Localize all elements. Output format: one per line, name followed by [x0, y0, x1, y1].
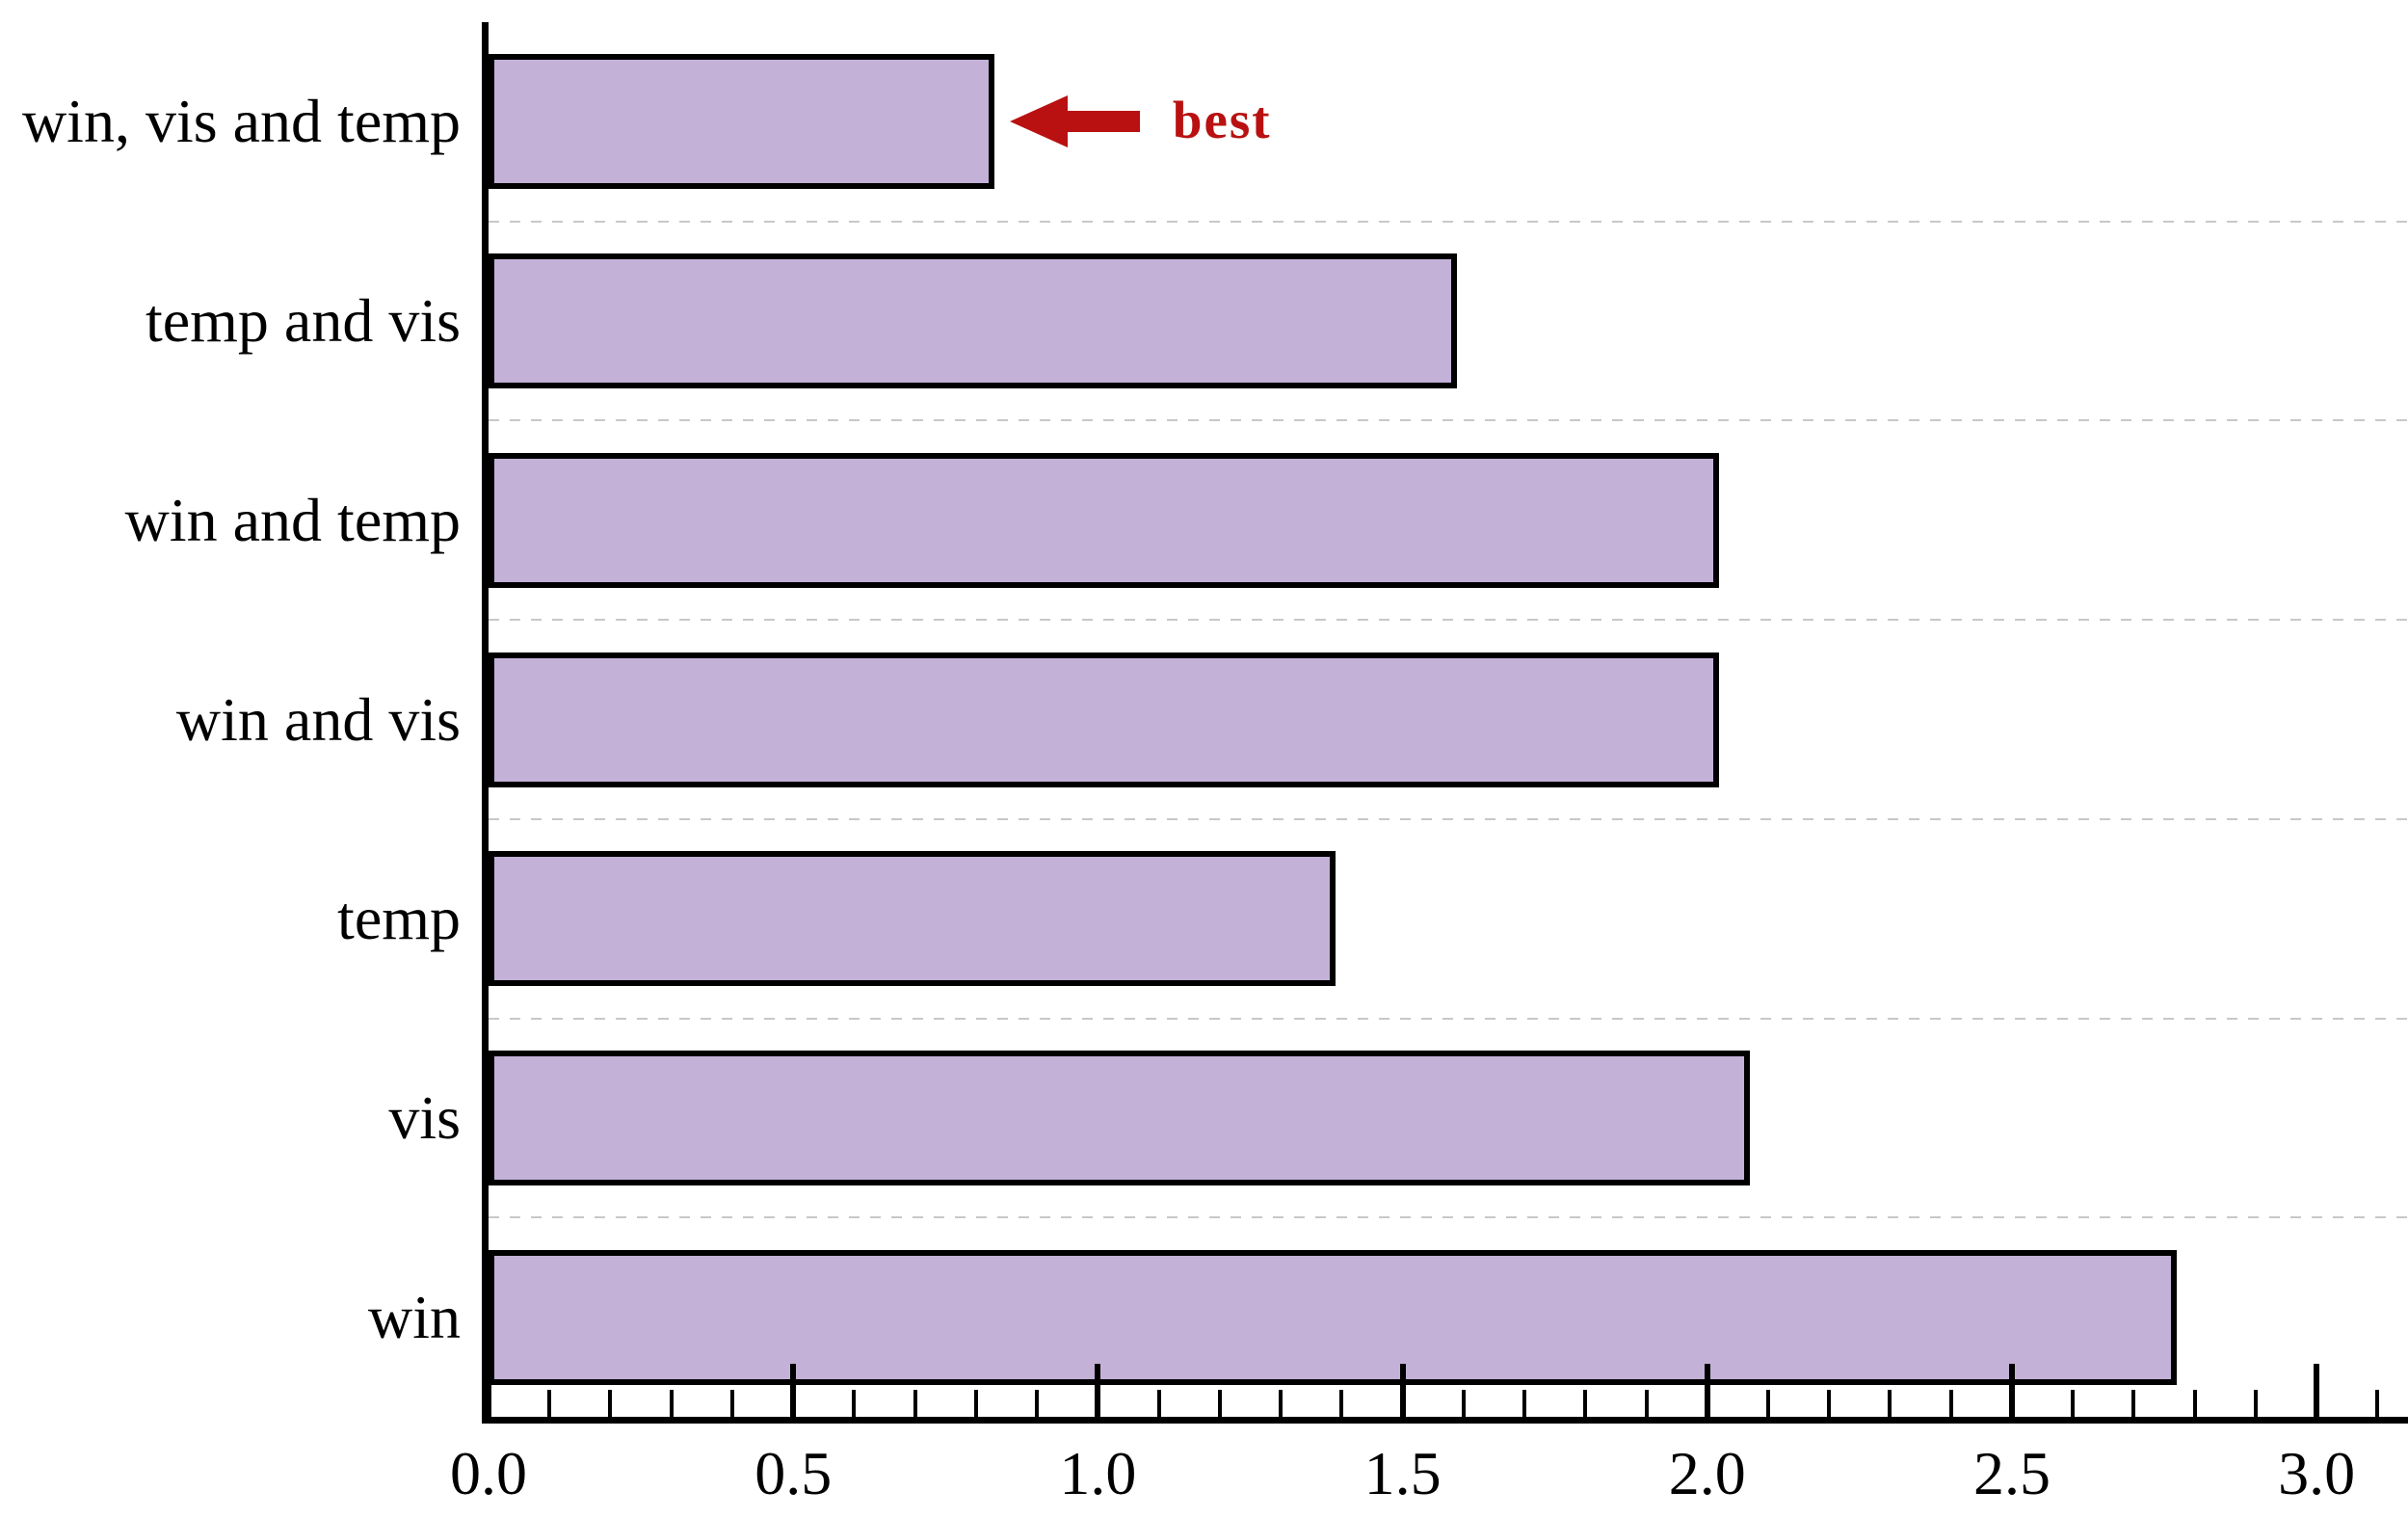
x-minor-tick	[1279, 1390, 1283, 1417]
x-minor-tick	[1035, 1390, 1040, 1417]
category-label: win, vis and temp	[21, 87, 461, 156]
x-tick-label: 2.0	[1668, 1439, 1746, 1507]
bar-row	[489, 817, 2408, 1019]
bar-temp-and-vis	[489, 253, 1458, 389]
category-label: win and vis	[175, 684, 461, 754]
x-tick-label: 1.5	[1363, 1439, 1442, 1507]
bar-row	[489, 220, 2408, 421]
x-minor-tick	[547, 1390, 552, 1417]
x-minor-tick	[973, 1390, 978, 1417]
x-minor-tick	[1522, 1390, 1527, 1417]
best-annotation: best	[1009, 90, 1272, 153]
x-tick-label: 2.5	[1972, 1439, 2051, 1507]
x-major-tick	[486, 1364, 491, 1417]
x-minor-tick	[1156, 1390, 1161, 1417]
bar-vis	[489, 1050, 1751, 1185]
bar-row	[489, 1216, 2408, 1417]
bar-win-and-temp	[489, 452, 1720, 588]
x-minor-tick	[669, 1390, 674, 1417]
y-axis-category-labels: win, vis and temp temp and vis win and tem…	[0, 22, 461, 1417]
x-minor-tick	[1339, 1390, 1344, 1417]
x-minor-tick	[1827, 1390, 1832, 1417]
bar-row	[489, 619, 2408, 819]
x-major-tick	[790, 1364, 797, 1417]
x-major-tick	[2008, 1364, 2015, 1417]
x-tick-label: 1.0	[1059, 1439, 1137, 1507]
x-minor-tick	[1644, 1390, 1649, 1417]
x-major-tick	[1704, 1364, 1710, 1417]
x-major-tick	[1399, 1364, 1406, 1417]
x-minor-tick	[2192, 1390, 2197, 1417]
x-major-tick	[1095, 1364, 1101, 1417]
gridline	[489, 817, 2408, 820]
x-minor-tick	[1461, 1390, 1466, 1417]
x-minor-tick	[1217, 1390, 1222, 1417]
x-minor-tick	[1888, 1390, 1892, 1417]
x-minor-tick	[729, 1390, 734, 1417]
best-annotation-text: best	[1172, 90, 1272, 149]
x-axis-tick-labels: 0.0 0.5 1.0 1.5 2.0 2.5 3.0	[450, 1439, 2408, 1512]
x-minor-tick	[852, 1390, 857, 1417]
x-minor-tick	[1948, 1390, 1953, 1417]
x-minor-tick	[2375, 1390, 2380, 1417]
x-tick-label: 0.5	[754, 1439, 833, 1507]
gridline	[489, 619, 2408, 622]
plot-area: best MAE	[482, 22, 2408, 1424]
x-minor-tick	[1583, 1390, 1588, 1417]
bar-row	[489, 419, 2408, 620]
left-arrow-icon	[1009, 95, 1140, 148]
gridline	[489, 1216, 2408, 1219]
bar-row	[489, 1017, 2408, 1218]
x-minor-tick	[2071, 1390, 2076, 1417]
gridline	[489, 220, 2408, 223]
category-label: win	[368, 1282, 461, 1351]
bar-win-and-vis	[489, 652, 1720, 787]
gridline	[489, 1017, 2408, 1020]
bar-win-vis-and-temp	[489, 54, 994, 190]
x-tick-label: 0.0	[450, 1439, 527, 1507]
x-minor-tick	[913, 1390, 917, 1417]
bar-temp	[489, 851, 1336, 987]
bar-win	[489, 1249, 2177, 1385]
x-minor-tick	[2131, 1390, 2136, 1417]
category-label: win and temp	[124, 485, 461, 554]
x-minor-tick	[1766, 1390, 1770, 1417]
gridline	[489, 419, 2408, 422]
bar-row	[489, 22, 2408, 222]
x-minor-tick	[2253, 1390, 2258, 1417]
category-label: vis	[388, 1082, 461, 1152]
x-major-tick	[2314, 1364, 2320, 1417]
x-tick-label: 3.0	[2278, 1439, 2356, 1507]
category-label: temp and vis	[145, 286, 461, 356]
bar-rows	[489, 22, 2408, 1417]
x-minor-tick	[608, 1390, 613, 1417]
category-label: temp	[337, 884, 461, 953]
